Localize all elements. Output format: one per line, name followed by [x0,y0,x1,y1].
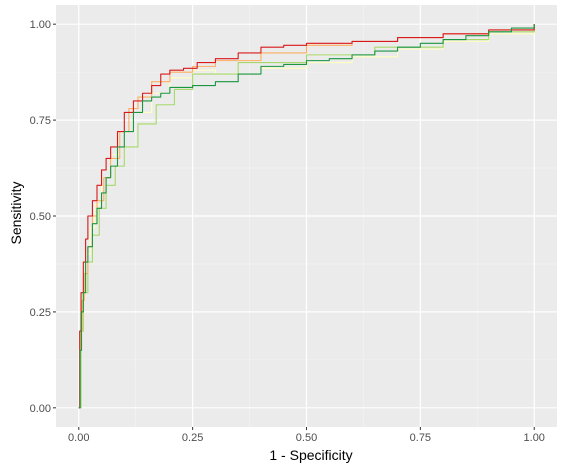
y-axis-ticks: 0.00 0.25 0.50 0.75 1.00 [30,19,56,415]
roc-curve-5 [78,24,535,409]
x-axis-ticks: 0.00 0.25 0.50 0.75 1.00 [68,427,545,444]
x-tick-label: 1.00 [524,432,545,444]
y-tick-label: 1.00 [30,19,51,31]
x-tick-label: 0.50 [296,432,317,444]
y-axis-title: Sensitivity [8,181,24,244]
x-tick-label: 0.75 [410,432,431,444]
x-tick-label: 0.00 [68,432,89,444]
roc-curve-4 [78,24,535,409]
y-tick-label: 0.50 [30,211,51,223]
roc-curves [78,24,535,409]
major-gridlines [56,5,557,427]
y-tick-label: 0.25 [30,307,51,319]
x-axis-title: 1 - Specificity [269,447,352,463]
y-tick-label: 0.00 [30,403,51,415]
x-tick-label: 0.25 [182,432,203,444]
y-tick-label: 0.75 [30,115,51,127]
